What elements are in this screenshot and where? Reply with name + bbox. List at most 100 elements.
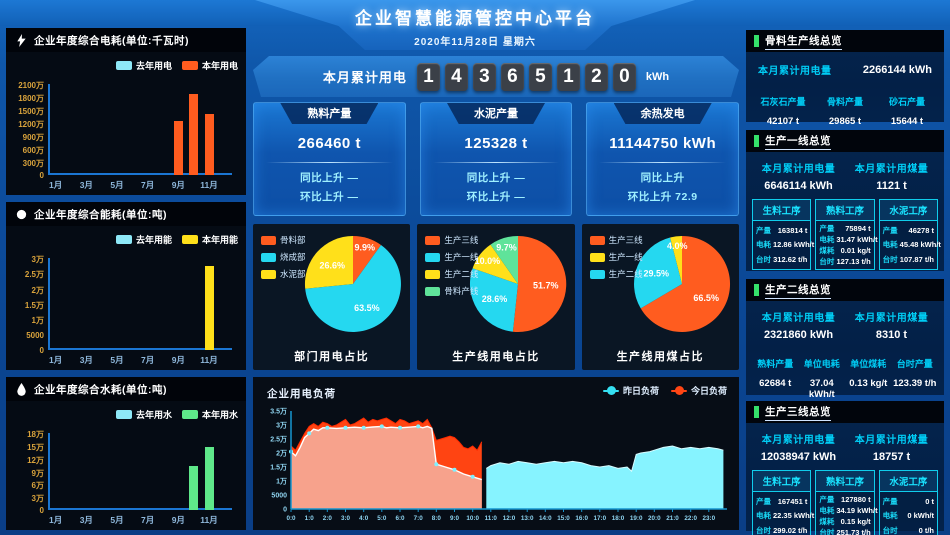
- x-axis-label: 22:0: [684, 515, 697, 522]
- bar-chart-yearly-energy: 0 5000 1万 1.5万 2万 2.5万 3万 1月 3月 5月 7月 9月 11月: [12, 252, 242, 366]
- legend-item[interactable]: 水泥部: [261, 268, 306, 280]
- legend-label: 生产三线: [444, 235, 479, 245]
- pie-slice[interactable]: [640, 235, 731, 332]
- legend-item[interactable]: 去年用电: [115, 59, 172, 72]
- header-date: 2020年11月28日 星期六: [414, 37, 536, 48]
- y-axis-label: 1500万: [18, 107, 44, 116]
- x-axis-label: 1月: [49, 355, 63, 365]
- water-drop-icon: [17, 382, 26, 396]
- pie-slice[interactable]: [469, 268, 518, 332]
- data-point-marker: [307, 431, 312, 436]
- legend-swatch-icon: [425, 235, 441, 245]
- legend-item[interactable]: 骨料产线: [425, 285, 478, 297]
- legend-item[interactable]: 生产一线: [589, 251, 643, 263]
- metric-value: 75894 t: [845, 224, 871, 233]
- x-axis-label: 9月: [171, 355, 185, 365]
- stat-value: 42107 t: [766, 116, 800, 127]
- pie-chart-line-coal-share: 66.5% 29.5% 4.0%: [634, 235, 731, 332]
- process-box: 水泥工序 产量 0 t 电耗 0 kWh/t 台时 0 t/h: [878, 470, 938, 535]
- legend-item[interactable]: 昨日负荷: [602, 384, 659, 397]
- legend-swatch-icon: [181, 410, 198, 419]
- stat-value: 37.04 kWh/t: [808, 378, 835, 400]
- x-axis-label: 7:0: [414, 515, 424, 522]
- pie-slice[interactable]: [512, 235, 566, 332]
- legend-swatch-icon: [115, 235, 132, 244]
- pie-slice-label: 9.7%: [496, 242, 517, 252]
- y-axis-label: 5000: [271, 493, 287, 500]
- legend-dot: [674, 386, 684, 395]
- meter-value: 18757 t: [872, 451, 911, 463]
- legend-item[interactable]: 生产二线: [425, 268, 478, 280]
- stat-card-mom: 环比上升 72.9: [627, 191, 698, 203]
- stat-card-yoy: 同比上升 —: [466, 172, 526, 184]
- pie-slice-label: 63.5%: [354, 303, 380, 313]
- legend-item[interactable]: 生产二线: [589, 268, 643, 280]
- bar: [204, 265, 214, 350]
- metric-label: 台时: [882, 255, 898, 265]
- pie-slice[interactable]: [472, 244, 518, 284]
- x-axis-label: 13:0: [521, 515, 534, 522]
- metric-row: 台时 127.13 t/h: [819, 256, 870, 267]
- chart-legend: 骨料部 烧成部 水泥部: [261, 234, 306, 280]
- pie-slice-label: 28.6%: [481, 294, 507, 304]
- pie-slice[interactable]: [305, 245, 402, 332]
- panel-body: 本月累计用电量 12038947 kWh 本月累计用煤量 18757 t 生料工序 产量 1…: [746, 423, 944, 535]
- x-axis-label: 1:0: [305, 515, 315, 522]
- pie-slice[interactable]: [305, 235, 354, 289]
- stat-card-value: 11144750 kWh: [609, 135, 717, 152]
- y-axis-label: 12万: [27, 455, 44, 465]
- x-axis-label: 9月: [171, 180, 185, 190]
- divider: [432, 162, 560, 163]
- pie-slice[interactable]: [353, 236, 382, 284]
- data-point-marker: [361, 425, 366, 430]
- pie-caption: 生产线用煤占比: [616, 351, 705, 363]
- metric-row: 产量 163814 t: [756, 225, 807, 236]
- metric-row: 产量 75894 t: [819, 223, 870, 234]
- legend-item[interactable]: 本年用能: [181, 233, 238, 246]
- x-axis-label: 16:0: [575, 515, 588, 522]
- legend-item[interactable]: 本年用电: [181, 59, 238, 72]
- data-point-marker: [434, 462, 439, 467]
- counter-digit: 6: [501, 63, 524, 91]
- pie-slice[interactable]: [490, 235, 518, 284]
- legend-item[interactable]: 今日负荷: [670, 384, 727, 397]
- pie-slice[interactable]: [670, 236, 682, 284]
- pie-panel-line-power-share: 生产三线 生产一线 生产二线 骨料产线 51.7% 28.6% 10.0% 9.7% 生产线…: [417, 224, 575, 370]
- panel-stats: 熟料产量 62684 t 单位电耗 37.04 kWh/t 单位煤耗 0.13 kg/t 台…: [752, 357, 938, 400]
- legend-item[interactable]: 骨料部: [261, 234, 306, 246]
- metric-label: 煤耗: [819, 246, 835, 255]
- stat-value: 15644 t: [890, 116, 924, 127]
- y-axis-label: 900万: [22, 133, 44, 142]
- meter-label: 本月累计用煤量: [854, 164, 929, 175]
- metric-value: 0 kWh/t: [907, 511, 934, 521]
- legend-item[interactable]: 本年用水: [181, 408, 238, 421]
- x-axis-label: 8:0: [432, 515, 442, 522]
- meter-label: 本月累计用电量: [761, 435, 836, 446]
- y-axis-label: 1万: [31, 316, 44, 326]
- legend-item[interactable]: 生产一线: [425, 251, 478, 263]
- stat-card-title: 熟料产量: [280, 103, 379, 124]
- legend-item[interactable]: 生产三线: [589, 234, 643, 246]
- metric-value: 31.47 kWh/t: [836, 235, 878, 244]
- pie-panel-dept-power-share: 骨料部 烧成部 水泥部 9.9% 63.5% 26.6% 部门用电占比: [253, 224, 411, 370]
- legend-item[interactable]: 去年用水: [115, 408, 172, 421]
- y-axis-label: 1万: [276, 478, 287, 486]
- legend-item[interactable]: 去年用能: [115, 233, 172, 246]
- process-box: 生料工序 产量 163814 t 电耗 12.86 kWh/t 台时 312.62 t/h: [752, 199, 814, 270]
- legend-label: 去年用电: [135, 61, 172, 71]
- metric-value: 0 t/h: [918, 526, 934, 535]
- stat: 单位煤耗 0.13 kg/t: [845, 357, 892, 400]
- counter-digit: 1: [417, 63, 440, 91]
- metric-label: 产量: [756, 225, 771, 235]
- data-point-marker: [452, 467, 457, 472]
- metric-row: 产量 0 t: [883, 496, 934, 507]
- legend-item[interactable]: 生产三线: [425, 234, 478, 246]
- legend-item[interactable]: 烧成部: [261, 251, 306, 263]
- pie-slice[interactable]: [634, 237, 682, 309]
- pie-chart-line-power-share: 51.7% 28.6% 10.0% 9.7%: [469, 235, 566, 332]
- x-axis-label: 23:0: [702, 515, 715, 522]
- legend-swatch-icon: [589, 235, 605, 245]
- pie-slice-label: 9.9%: [355, 242, 376, 252]
- panel-yearly-electricity: 企业年度综合电耗(单位:千瓦时) 去年用电 本年用电 0 300万 600万 900万 1…: [6, 28, 246, 195]
